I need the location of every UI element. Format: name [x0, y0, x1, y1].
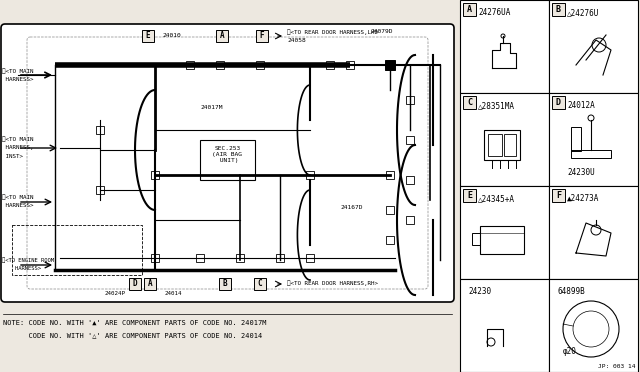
Text: HARNESS,: HARNESS, [2, 145, 33, 150]
Text: HARNESS>: HARNESS> [2, 203, 33, 208]
Text: C: C [258, 279, 262, 289]
Text: A: A [220, 32, 224, 41]
Text: ▲24273A: ▲24273A [567, 194, 600, 203]
Text: D: D [132, 279, 138, 289]
Bar [306, 254, 314, 262]
Text: φ20: φ20 [563, 347, 577, 356]
Bar [386, 171, 394, 179]
Text: E: E [467, 191, 472, 200]
Text: 24024P: 24024P [105, 291, 126, 296]
Bar [254, 278, 266, 290]
Text: 64899B: 64899B [557, 287, 585, 296]
Text: 24010: 24010 [162, 33, 180, 38]
Bar [460, 93, 549, 186]
FancyBboxPatch shape [1, 24, 454, 302]
Bar [385, 60, 395, 70]
Bar [386, 236, 394, 244]
Text: 24014: 24014 [165, 291, 182, 296]
Bar [488, 134, 502, 156]
Text: △28351MA: △28351MA [478, 101, 515, 110]
Text: F: F [556, 191, 561, 200]
Bar [151, 254, 159, 262]
Bar [571, 127, 581, 151]
Text: C: C [467, 98, 472, 107]
Text: ⓘ<TO REAR DOOR HARNESS,RH>: ⓘ<TO REAR DOOR HARNESS,RH> [287, 280, 378, 286]
Text: B: B [223, 279, 227, 289]
Text: Ⓜ<TO MAIN: Ⓜ<TO MAIN [2, 68, 33, 74]
Text: ⓗ<TO MAIN: ⓗ<TO MAIN [2, 136, 33, 142]
Text: A: A [467, 5, 472, 14]
Bar [460, 0, 549, 93]
Bar [256, 30, 268, 42]
Bar [186, 61, 194, 69]
Bar [552, 3, 565, 16]
Bar [463, 189, 476, 202]
Text: 24079D: 24079D [370, 29, 392, 34]
Bar [406, 216, 414, 224]
Bar [386, 206, 394, 214]
Text: B: B [556, 5, 561, 14]
Bar [406, 176, 414, 184]
Bar [200, 140, 255, 180]
Text: D: D [556, 98, 561, 107]
Bar [549, 0, 638, 93]
Text: 24276UA: 24276UA [478, 8, 510, 17]
Text: F: F [260, 32, 264, 41]
Bar [151, 171, 159, 179]
Bar [549, 186, 638, 279]
Bar [463, 3, 476, 16]
Bar [484, 130, 520, 160]
Bar [219, 278, 231, 290]
Bar [256, 61, 264, 69]
Text: JP: 003 14: JP: 003 14 [598, 364, 636, 369]
Bar [129, 278, 141, 290]
Bar [472, 233, 480, 245]
Bar [144, 278, 156, 290]
Bar [549, 93, 638, 186]
Text: 24230U: 24230U [567, 168, 595, 177]
Text: SEC.253
(AIR BAG
 UNIT): SEC.253 (AIR BAG UNIT) [212, 146, 243, 163]
Text: HARNESS>: HARNESS> [2, 77, 33, 82]
Bar [406, 96, 414, 104]
Bar [549, 279, 638, 372]
Bar [463, 96, 476, 109]
Bar [552, 189, 565, 202]
Bar [196, 254, 204, 262]
Bar [276, 254, 284, 262]
Bar [480, 226, 524, 254]
Bar [216, 30, 228, 42]
Bar [406, 136, 414, 144]
Text: NOTE: CODE NO. WITH '▲' ARE COMPONENT PARTS OF CODE NO. 24017M: NOTE: CODE NO. WITH '▲' ARE COMPONENT PA… [3, 320, 266, 326]
Text: HARNESS>: HARNESS> [2, 266, 41, 271]
Bar [460, 279, 549, 372]
Text: E: E [146, 32, 150, 41]
Bar [306, 171, 314, 179]
Bar [96, 126, 104, 134]
Text: ⓔ<TO MAIN: ⓔ<TO MAIN [2, 194, 33, 200]
Bar [326, 61, 334, 69]
Bar [96, 186, 104, 194]
Bar [460, 186, 549, 279]
Text: 24167D: 24167D [340, 205, 362, 210]
Text: 24230: 24230 [468, 287, 491, 296]
Text: A: A [148, 279, 152, 289]
Bar [346, 61, 354, 69]
Bar [504, 134, 516, 156]
Bar [12, 225, 142, 275]
Text: △24345+A: △24345+A [478, 194, 515, 203]
Bar [571, 150, 611, 158]
Text: CODE NO. WITH '△' ARE COMPONENT PARTS OF CODE NO. 24014: CODE NO. WITH '△' ARE COMPONENT PARTS OF… [3, 332, 262, 338]
Bar [142, 30, 154, 42]
Bar [216, 61, 224, 69]
Bar [236, 254, 244, 262]
Text: INST>: INST> [2, 154, 23, 159]
Text: 24012A: 24012A [567, 101, 595, 110]
Text: ⓓ<TO ENGINE ROOM: ⓓ<TO ENGINE ROOM [2, 257, 54, 263]
Bar [552, 96, 565, 109]
Text: △24276U: △24276U [567, 8, 600, 17]
Text: 24017M: 24017M [200, 105, 223, 110]
Text: 24058: 24058 [287, 38, 306, 43]
Text: Ⓜ<TO REAR DOOR HARNESS,LHD: Ⓜ<TO REAR DOOR HARNESS,LHD [287, 29, 378, 35]
